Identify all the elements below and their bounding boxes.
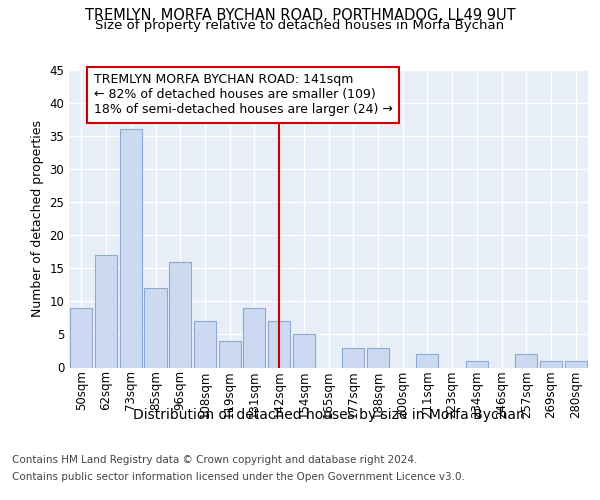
Bar [218,341,241,367]
Bar [293,334,315,368]
Bar [540,361,562,368]
Bar [119,130,142,368]
Bar [70,308,92,368]
Text: Contains public sector information licensed under the Open Government Licence v3: Contains public sector information licen… [12,472,465,482]
Bar [565,361,587,368]
Bar [367,348,389,368]
Y-axis label: Number of detached properties: Number of detached properties [31,120,44,318]
Text: Size of property relative to detached houses in Morfa Bychan: Size of property relative to detached ho… [95,18,505,32]
Bar [342,348,364,368]
Bar [515,354,538,368]
Text: TREMLYN, MORFA BYCHAN ROAD, PORTHMADOG, LL49 9UT: TREMLYN, MORFA BYCHAN ROAD, PORTHMADOG, … [85,8,515,22]
Text: Contains HM Land Registry data © Crown copyright and database right 2024.: Contains HM Land Registry data © Crown c… [12,455,418,465]
Bar [466,361,488,368]
Bar [169,262,191,368]
Bar [145,288,167,368]
Text: TREMLYN MORFA BYCHAN ROAD: 141sqm
← 82% of detached houses are smaller (109)
18%: TREMLYN MORFA BYCHAN ROAD: 141sqm ← 82% … [94,74,392,116]
Text: Distribution of detached houses by size in Morfa Bychan: Distribution of detached houses by size … [133,408,524,422]
Bar [268,321,290,368]
Bar [95,255,117,368]
Bar [194,321,216,368]
Bar [416,354,439,368]
Bar [243,308,265,368]
